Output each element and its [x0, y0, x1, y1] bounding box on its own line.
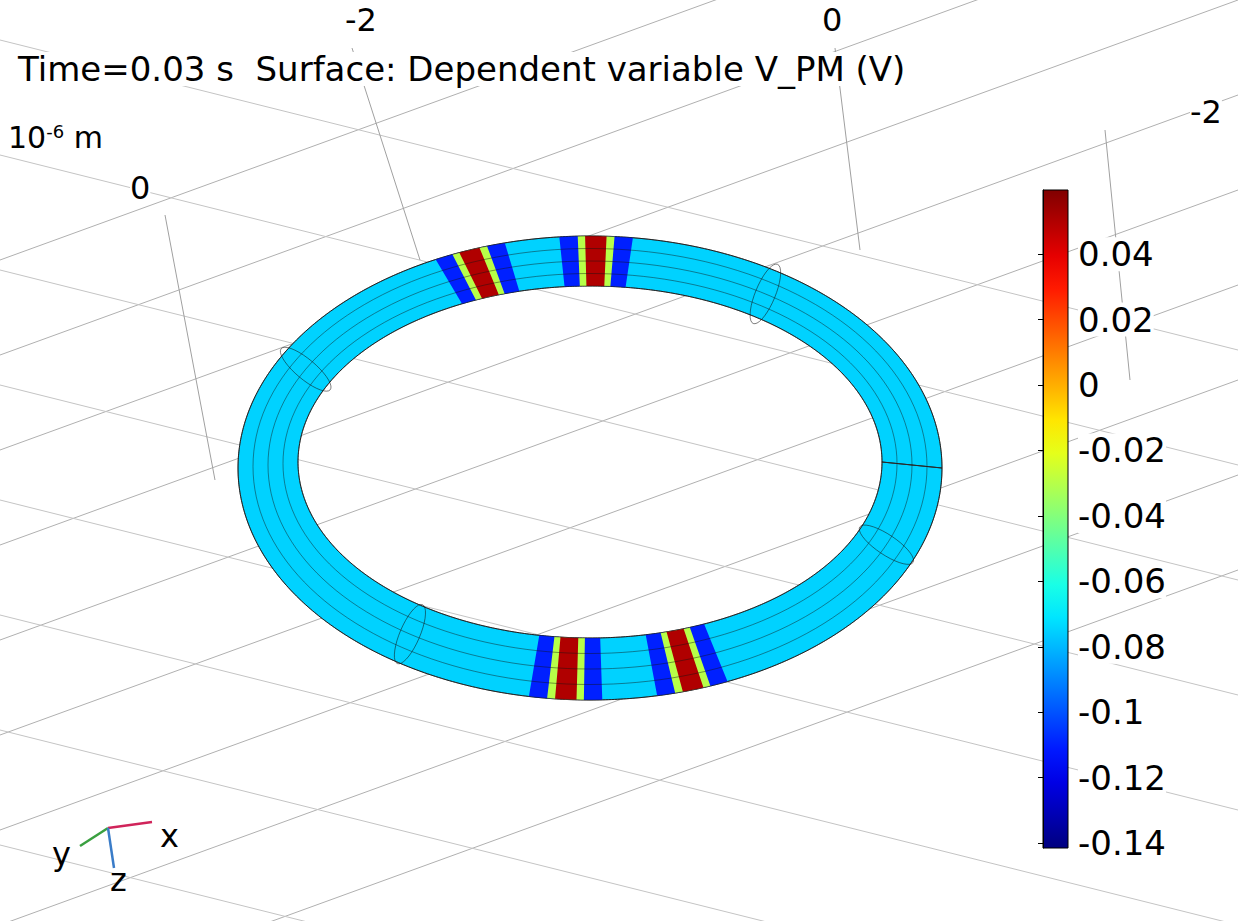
svg-text:z: z [110, 861, 127, 899]
svg-text:-0.06: -0.06 [1078, 561, 1166, 601]
svg-text:-0.14: -0.14 [1078, 823, 1166, 863]
svg-text:0: 0 [1078, 365, 1100, 405]
svg-text:-2: -2 [345, 1, 377, 39]
svg-text:x: x [160, 817, 179, 855]
svg-text:-0.12: -0.12 [1078, 758, 1166, 798]
svg-text:y: y [52, 835, 71, 873]
svg-text:Time=0.03 s Surface: Dependen: Time=0.03 s Surface: Dependent variable … [17, 49, 905, 89]
svg-text:-2: -2 [1190, 93, 1222, 131]
svg-text:m: m [64, 120, 103, 155]
svg-text:0: 0 [822, 1, 842, 39]
svg-text:10: 10 [8, 120, 46, 155]
svg-text:0.02: 0.02 [1078, 300, 1154, 340]
svg-text:-0.1: -0.1 [1078, 692, 1144, 732]
svg-text:0: 0 [130, 169, 150, 207]
svg-text:-0.08: -0.08 [1078, 627, 1166, 667]
svg-text:-0.04: -0.04 [1078, 496, 1166, 536]
svg-text:-6: -6 [46, 121, 64, 142]
svg-text:-0.02: -0.02 [1078, 430, 1166, 470]
svg-text:0.04: 0.04 [1078, 234, 1154, 274]
